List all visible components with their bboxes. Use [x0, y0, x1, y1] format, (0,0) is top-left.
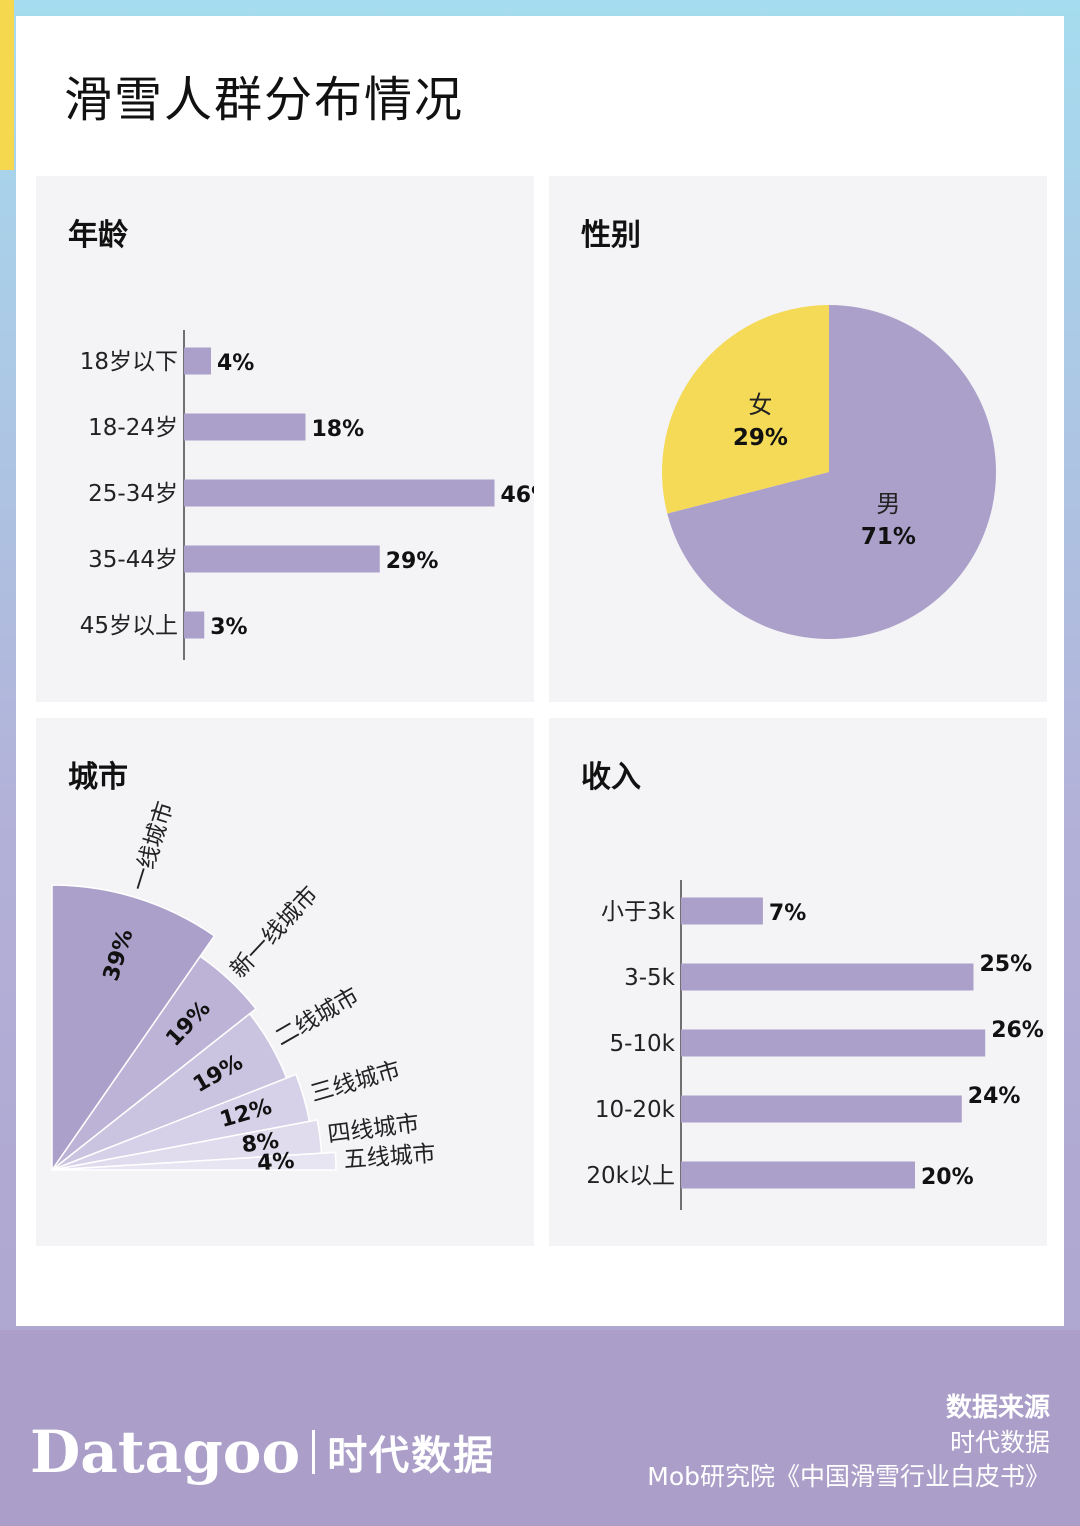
fan-slice: [51, 1151, 337, 1171]
yellow-accent-bar: [0, 0, 14, 170]
fan-slice: [51, 955, 258, 1171]
data-label: 3%: [210, 615, 247, 640]
fan-category-label: 新一线城市: [226, 882, 324, 984]
main-card: 滑雪人群分布情况 年龄 18岁以下 4% 18-24岁 18% 25-34岁 46% 35-…: [16, 16, 1064, 1326]
pie-category-label: 女: [748, 391, 772, 419]
fan-data-label: 8%: [240, 1129, 280, 1158]
pie-slice: [667, 305, 996, 639]
fan-data-label: 4%: [256, 1149, 295, 1177]
category-label: 35-44岁: [88, 547, 178, 573]
category-label: 18岁以下: [80, 349, 178, 375]
category-label: 3-5k: [624, 965, 676, 991]
income-panel: 收入 小于3k 7% 3-5k 25% 5-10k 26% 10-20k 24% 20k以上 20…: [549, 718, 1047, 1246]
data-label: 7%: [769, 901, 806, 926]
pie-data-label: 71%: [861, 524, 916, 550]
fan-category-label: 五线城市: [343, 1141, 437, 1173]
data-label: 26%: [991, 1018, 1044, 1043]
bar: [681, 1161, 915, 1189]
age-panel-title: 年龄: [68, 218, 128, 253]
bar: [681, 1029, 986, 1057]
bar: [681, 963, 974, 991]
source-heading: 数据来源: [945, 1393, 1050, 1423]
data-label: 4%: [217, 351, 254, 376]
data-label: 25%: [980, 952, 1033, 977]
bar: [184, 479, 495, 507]
pie-slice: [662, 304, 829, 514]
category-label: 10-20k: [595, 1097, 676, 1123]
age-panel: 年龄 18岁以下 4% 18-24岁 18% 25-34岁 46% 35-44岁 29% 45岁…: [36, 176, 534, 702]
gender-pie-chart: 男 71% 女 29%: [662, 304, 996, 639]
page-title: 滑雪人群分布情况: [64, 72, 465, 128]
category-label: 25-34岁: [88, 481, 178, 507]
data-source: 数据来源 时代数据 Mob研究院《中国滑雪行业白皮书》: [647, 1390, 1050, 1494]
data-label: 24%: [968, 1084, 1021, 1109]
city-panel-title: 城市: [68, 760, 128, 795]
pie-data-label: 29%: [733, 425, 788, 451]
data-label: 46%: [501, 483, 535, 508]
category-label: 18-24岁: [88, 415, 178, 441]
fan-category-label: 二线城市: [271, 983, 364, 1051]
city-panel: 城市 39% 一线城市 19% 新一线城市 19% 二线城市 12% 三线城市 8% 四线城市 4%…: [36, 718, 534, 1246]
income-panel-title: 收入: [581, 760, 641, 795]
footer: Datagoo 时代数据 数据来源 时代数据 Mob研究院《中国滑雪行业白皮书》: [0, 1330, 1080, 1526]
source-line: Mob研究院《中国滑雪行业白皮书》: [647, 1462, 1050, 1491]
fan-slice: [51, 884, 216, 1173]
source-line: 时代数据: [949, 1428, 1050, 1457]
bar: [184, 347, 211, 375]
fan-category-label: 三线城市: [308, 1057, 404, 1107]
category-label: 45岁以上: [80, 613, 178, 639]
gender-panel: 性别 男 71% 女 29%: [549, 176, 1047, 702]
age-bar-chart: 18岁以下 4% 18-24岁 18% 25-34岁 46% 35-44岁 29% 45岁以上 3…: [80, 330, 535, 660]
gender-panel-title: 性别: [581, 218, 641, 253]
bar: [681, 897, 763, 925]
category-label: 小于3k: [601, 899, 676, 925]
bar: [184, 611, 205, 639]
pie-category-label: 男: [876, 490, 900, 518]
bar: [681, 1095, 962, 1123]
category-label: 5-10k: [609, 1031, 675, 1057]
logo-text-cn: 时代数据: [327, 1433, 496, 1479]
logo-separator: [312, 1430, 316, 1474]
category-label: 20k以上: [586, 1163, 675, 1189]
datagoo-logo: Datagoo 时代数据: [30, 1418, 495, 1486]
data-label: 20%: [921, 1165, 974, 1190]
bar: [184, 545, 380, 573]
income-bar-chart: 小于3k 7% 3-5k 25% 5-10k 26% 10-20k 24% 20k以上 20%: [586, 880, 1044, 1210]
data-label: 29%: [386, 549, 439, 574]
bar: [184, 413, 306, 441]
data-label: 18%: [312, 417, 365, 442]
fan-category-label: 一线城市: [127, 799, 179, 895]
logo-text-en: Datagoo: [30, 1418, 301, 1486]
